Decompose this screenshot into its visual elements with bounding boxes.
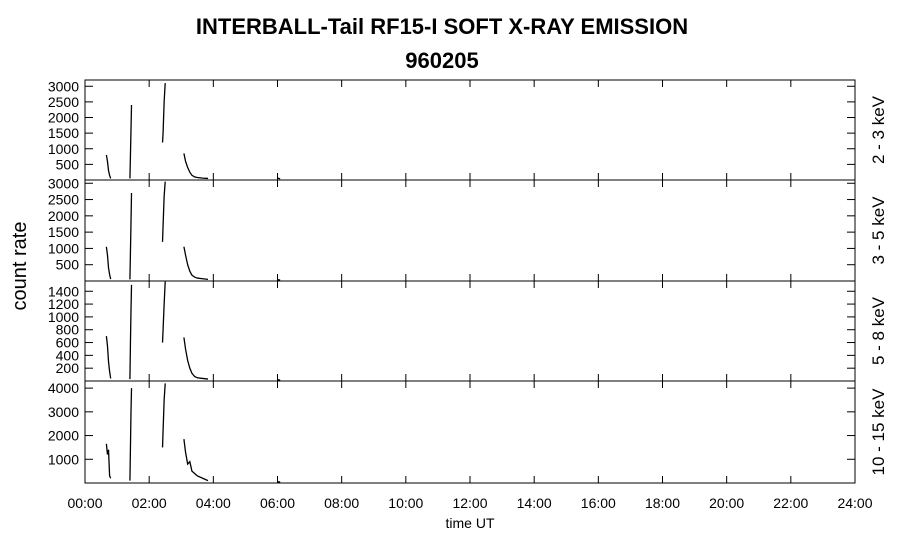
y-tick-label: 1500 <box>48 224 79 240</box>
data-line <box>161 383 166 448</box>
y-tick-label: 1000 <box>48 141 79 157</box>
x-tick-label: 06:00 <box>260 495 295 511</box>
data-line <box>161 83 166 143</box>
x-tick-label: 02:00 <box>132 495 167 511</box>
x-tick-label: 04:00 <box>196 495 231 511</box>
data-line <box>129 193 133 280</box>
data-line <box>129 104 133 179</box>
y-axis-label: count rate <box>9 222 31 311</box>
y-tick-label: 1500 <box>48 125 79 141</box>
y-tick-label: 400 <box>56 347 80 363</box>
panel-label: 3 - 5 keV <box>869 196 888 265</box>
y-tick-label: 1400 <box>48 283 79 299</box>
data-line <box>183 153 209 180</box>
y-tick-label: 1200 <box>48 296 79 312</box>
data-line <box>129 388 133 481</box>
x-tick-label: 16:00 <box>581 495 616 511</box>
y-tick-label: 600 <box>56 335 80 351</box>
data-line <box>277 177 281 180</box>
y-tick-label: 2500 <box>48 94 79 110</box>
y-tick-label: 2000 <box>48 208 79 224</box>
y-tick-label: 200 <box>56 360 80 376</box>
data-line <box>183 439 209 482</box>
y-tick-label: 4000 <box>48 380 79 396</box>
y-tick-label: 500 <box>56 257 80 273</box>
y-tick-label: 2500 <box>48 192 79 208</box>
chart-subtitle: 960205 <box>405 48 478 73</box>
x-tick-label: 14:00 <box>517 495 552 511</box>
panel-label: 2 - 3 keV <box>869 95 888 164</box>
data-line <box>161 281 166 343</box>
x-tick-label: 12:00 <box>452 495 487 511</box>
y-tick-label: 1000 <box>48 309 79 325</box>
x-tick-label: 08:00 <box>324 495 359 511</box>
x-tick-label: 24:00 <box>837 495 872 511</box>
data-line <box>183 246 209 281</box>
data-line <box>105 443 112 479</box>
data-line <box>183 337 209 380</box>
data-line <box>105 336 112 379</box>
x-tick-label: 00:00 <box>67 495 102 511</box>
y-tick-label: 800 <box>56 322 80 338</box>
x-tick-label: 22:00 <box>773 495 808 511</box>
data-line <box>105 246 112 280</box>
y-tick-label: 1000 <box>48 451 79 467</box>
y-tick-label: 3000 <box>48 175 79 191</box>
y-tick-label: 1000 <box>48 240 79 256</box>
x-tick-label: 20:00 <box>709 495 744 511</box>
y-tick-label: 500 <box>56 156 80 172</box>
x-tick-label: 10:00 <box>388 495 423 511</box>
data-line <box>129 284 133 380</box>
chart-title: INTERBALL-Tail RF15-I SOFT X-RAY EMISSIO… <box>196 14 688 39</box>
x-tick-label: 18:00 <box>645 495 680 511</box>
y-tick-label: 3000 <box>48 78 79 94</box>
panel-label: 5 - 8 keV <box>869 296 888 365</box>
data-line <box>105 154 112 179</box>
y-tick-label: 3000 <box>48 404 79 420</box>
panel-label: 10 - 15 keV <box>869 388 888 476</box>
data-line <box>161 181 166 242</box>
y-tick-label: 2000 <box>48 110 79 126</box>
y-tick-label: 2000 <box>48 428 79 444</box>
x-axis-label: time UT <box>446 515 495 531</box>
